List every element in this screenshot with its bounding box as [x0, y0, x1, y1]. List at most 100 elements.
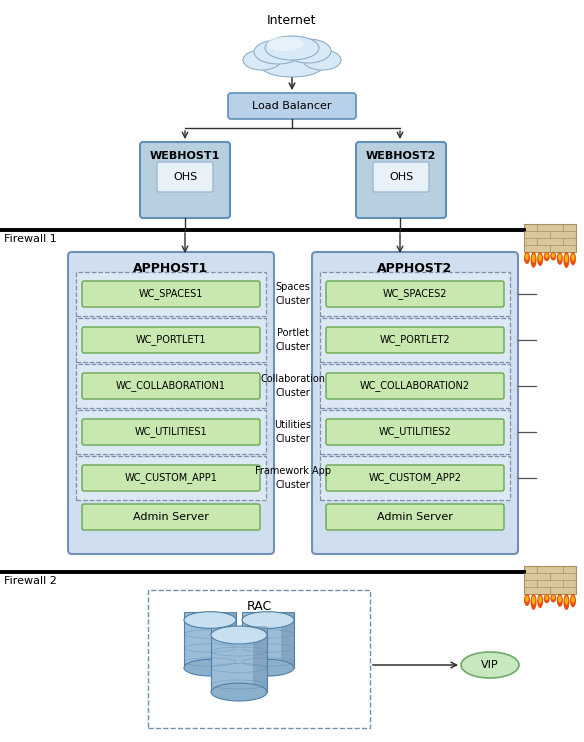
Ellipse shape	[285, 39, 331, 63]
Text: OHS: OHS	[173, 172, 197, 182]
Bar	[242, 611, 294, 668]
Ellipse shape	[551, 595, 555, 600]
FancyBboxPatch shape	[82, 419, 260, 445]
FancyBboxPatch shape	[82, 504, 260, 530]
Ellipse shape	[525, 254, 529, 260]
Bar	[320, 364, 510, 408]
Text: APPHOST1: APPHOST1	[133, 261, 208, 275]
Ellipse shape	[545, 595, 548, 600]
FancyBboxPatch shape	[68, 252, 274, 554]
FancyBboxPatch shape	[373, 162, 429, 192]
Bar	[281, 611, 294, 668]
Text: WC_CUSTOM_APP2: WC_CUSTOM_APP2	[369, 473, 461, 484]
Text: Spaces
Cluster: Spaces Cluster	[276, 283, 311, 306]
Ellipse shape	[564, 252, 569, 268]
Ellipse shape	[303, 50, 341, 70]
Text: Internet: Internet	[267, 14, 317, 27]
Bar	[76, 272, 266, 316]
Ellipse shape	[184, 611, 236, 628]
Text: WC_PORTLET1: WC_PORTLET1	[135, 335, 206, 346]
Text: Portlet
Cluster: Portlet Cluster	[276, 329, 310, 352]
Ellipse shape	[524, 252, 530, 264]
Ellipse shape	[565, 254, 568, 263]
Text: APPHOST2: APPHOST2	[377, 261, 453, 275]
Text: WC_COLLABORATION2: WC_COLLABORATION2	[360, 381, 470, 392]
Bar	[76, 364, 266, 408]
Ellipse shape	[538, 596, 542, 603]
FancyBboxPatch shape	[157, 162, 213, 192]
Bar	[211, 626, 267, 692]
Ellipse shape	[537, 594, 543, 608]
Ellipse shape	[538, 254, 542, 261]
FancyBboxPatch shape	[312, 252, 518, 554]
Text: Load Balancer: Load Balancer	[252, 101, 332, 111]
Ellipse shape	[531, 252, 537, 268]
Ellipse shape	[267, 37, 303, 51]
Text: WC_SPACES1: WC_SPACES1	[139, 289, 203, 300]
Ellipse shape	[558, 254, 562, 260]
Text: Collaboration
Cluster: Collaboration Cluster	[260, 375, 325, 398]
Ellipse shape	[550, 594, 557, 603]
FancyBboxPatch shape	[326, 327, 504, 353]
Ellipse shape	[570, 252, 576, 266]
Ellipse shape	[557, 252, 563, 265]
Ellipse shape	[254, 40, 302, 64]
Bar	[223, 611, 236, 668]
Ellipse shape	[242, 660, 294, 676]
Text: WC_COLLABORATION1: WC_COLLABORATION1	[116, 381, 226, 392]
Text: OHS: OHS	[389, 172, 413, 182]
FancyBboxPatch shape	[82, 281, 260, 307]
Ellipse shape	[550, 252, 557, 260]
Ellipse shape	[525, 596, 529, 602]
Ellipse shape	[571, 254, 575, 261]
Text: RAC: RAC	[246, 600, 272, 612]
Text: Framework App
Cluster: Framework App Cluster	[255, 467, 331, 490]
Bar	[76, 456, 266, 500]
Bar	[76, 318, 266, 362]
Ellipse shape	[461, 652, 519, 678]
Bar	[253, 626, 267, 692]
Ellipse shape	[545, 253, 548, 258]
Ellipse shape	[544, 252, 550, 261]
Ellipse shape	[532, 254, 536, 263]
Text: WC_PORTLET2: WC_PORTLET2	[380, 335, 450, 346]
Text: WEBHOST2: WEBHOST2	[366, 151, 436, 161]
Bar	[524, 224, 576, 252]
Bar	[320, 272, 510, 316]
Ellipse shape	[557, 594, 563, 607]
Ellipse shape	[211, 683, 267, 701]
Text: WC_UTILITIES2: WC_UTILITIES2	[378, 427, 451, 438]
Bar	[76, 410, 266, 454]
Bar	[148, 590, 370, 728]
FancyBboxPatch shape	[326, 504, 504, 530]
Text: VIP: VIP	[481, 660, 499, 670]
Ellipse shape	[184, 660, 236, 676]
Text: WEBHOST1: WEBHOST1	[150, 151, 220, 161]
Ellipse shape	[261, 55, 323, 77]
FancyBboxPatch shape	[140, 142, 230, 218]
Ellipse shape	[531, 594, 537, 610]
Ellipse shape	[524, 594, 530, 606]
Bar	[320, 318, 510, 362]
Bar	[524, 566, 576, 594]
Ellipse shape	[211, 626, 267, 644]
Ellipse shape	[570, 594, 576, 607]
Ellipse shape	[564, 594, 569, 610]
Bar	[184, 611, 236, 668]
FancyBboxPatch shape	[356, 142, 446, 218]
Text: Utilities
Cluster: Utilities Cluster	[274, 421, 311, 444]
Ellipse shape	[551, 253, 555, 257]
Text: WC_CUSTOM_APP1: WC_CUSTOM_APP1	[124, 473, 217, 484]
FancyBboxPatch shape	[82, 373, 260, 399]
FancyBboxPatch shape	[326, 419, 504, 445]
Bar	[320, 410, 510, 454]
Bar	[320, 456, 510, 500]
Ellipse shape	[532, 596, 536, 605]
FancyBboxPatch shape	[326, 465, 504, 491]
Ellipse shape	[571, 596, 575, 603]
FancyBboxPatch shape	[326, 281, 504, 307]
Text: WC_UTILITIES1: WC_UTILITIES1	[135, 427, 207, 438]
FancyBboxPatch shape	[82, 465, 260, 491]
Ellipse shape	[558, 596, 562, 603]
Text: Firewall 1: Firewall 1	[4, 234, 57, 244]
